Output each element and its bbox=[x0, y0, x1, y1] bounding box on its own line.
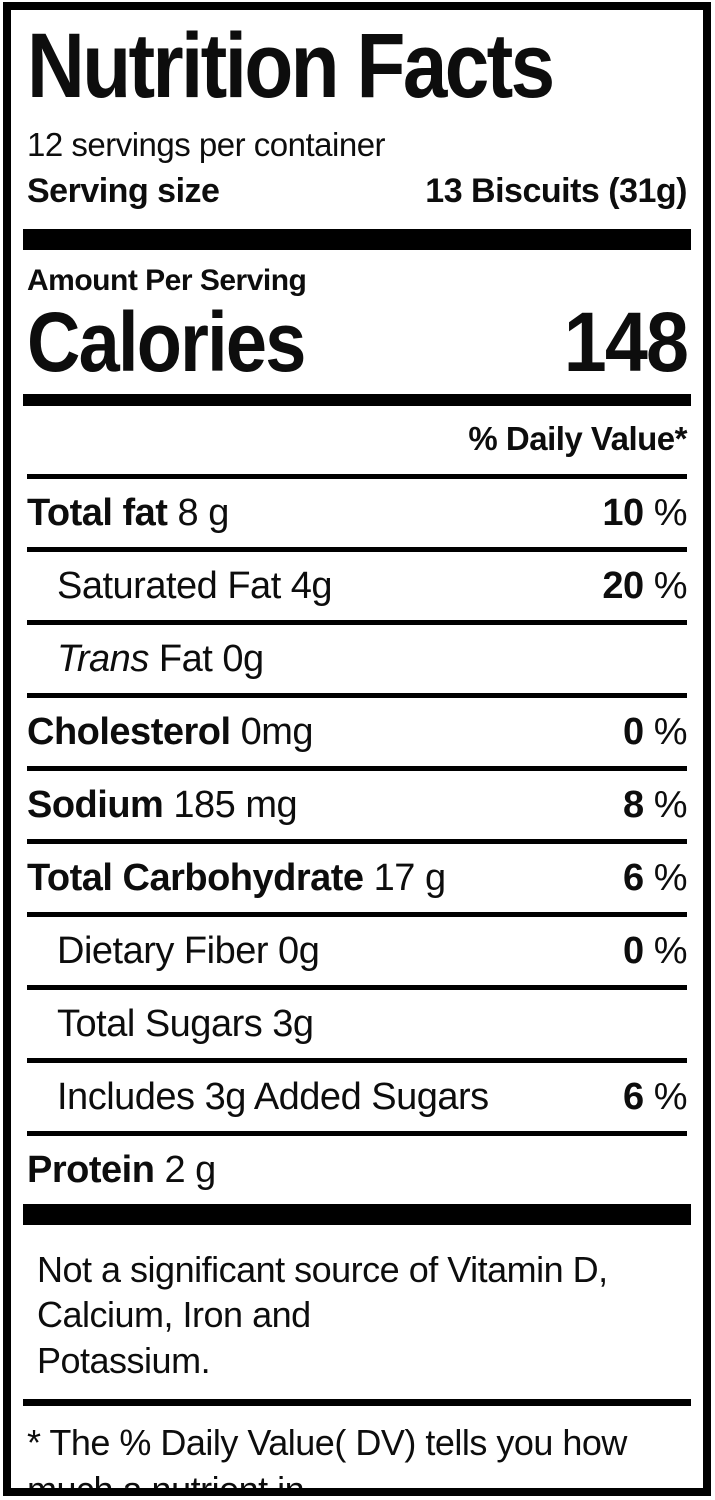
nutrient-name: Sodium 185 mg bbox=[27, 783, 298, 827]
row-dietary-fiber: Dietary Fiber 0g 0 % bbox=[27, 917, 688, 990]
daily-value: 10 % bbox=[602, 492, 687, 535]
daily-value-number: 8 bbox=[623, 783, 644, 826]
serving-size-label: Serving size bbox=[27, 172, 220, 210]
daily-value-number: 0 bbox=[623, 929, 644, 972]
divider-thick-bottom bbox=[23, 1204, 691, 1225]
nutrient-name: Protein 2 g bbox=[27, 1149, 216, 1192]
divider-medium-calories bbox=[23, 394, 691, 406]
serving-size-row: Serving size 13 Biscuits (31g) bbox=[27, 172, 687, 211]
calories-row: Calories 148 bbox=[27, 295, 689, 389]
daily-value-number: 20 bbox=[602, 564, 644, 607]
nutrient-amount: 0mg bbox=[230, 710, 314, 753]
nutrient-rows: Total fat 8 g 10 % Saturated Fat 4g 20 %… bbox=[27, 479, 688, 1204]
amount-per-serving-label: Amount Per Serving bbox=[27, 264, 307, 297]
row-protein: Protein 2 g bbox=[27, 1136, 687, 1204]
daily-value: 6 % bbox=[623, 1075, 688, 1119]
insignificant-nutrients-note: Not a significant source of Vitamin D, C… bbox=[27, 1247, 687, 1383]
serving-size-value: 13 Biscuits (31g) bbox=[425, 172, 687, 210]
nutrient-name: Saturated Fat 4g bbox=[27, 564, 333, 608]
daily-value-number: 6 bbox=[623, 1075, 644, 1118]
nutrient-name-bold: Sodium bbox=[27, 783, 164, 826]
divider-footnote bbox=[23, 1399, 691, 1407]
nutrient-amount: Fat 0g bbox=[148, 637, 264, 680]
calories-label: Calories bbox=[27, 295, 306, 389]
percent-sign: % bbox=[643, 856, 688, 899]
daily-value: 6 % bbox=[623, 856, 688, 900]
daily-value-number: 0 bbox=[623, 710, 644, 753]
nutrient-name-bold: Cholesterol bbox=[27, 710, 231, 753]
calories-value: 148 bbox=[563, 295, 689, 389]
daily-value-footnote: * The % Daily Value( DV) tells you how m… bbox=[27, 1420, 687, 1496]
daily-value-number: 6 bbox=[623, 856, 644, 899]
nutrient-amount: 2 g bbox=[154, 1148, 216, 1191]
nutrient-amount: 185 mg bbox=[163, 783, 298, 826]
note-line: Potassium. bbox=[37, 1339, 211, 1381]
nutrient-name-bold: Protein bbox=[27, 1148, 155, 1191]
row-total-sugars: Total Sugars 3g bbox=[27, 990, 687, 1063]
percent-sign: % bbox=[643, 783, 688, 826]
percent-sign: % bbox=[643, 1075, 688, 1118]
daily-value: 0 % bbox=[623, 929, 688, 973]
row-cholesterol: Cholesterol 0mg 0 % bbox=[27, 698, 688, 771]
nutrient-name: Total Carbohydrate 17 g bbox=[27, 857, 446, 900]
nutrient-name: Trans Fat 0g bbox=[27, 638, 264, 681]
percent-sign: % bbox=[643, 929, 688, 972]
daily-value-number: 10 bbox=[602, 491, 644, 534]
nutrient-name: Total fat 8 g bbox=[27, 492, 229, 535]
row-trans-fat: Trans Fat 0g bbox=[27, 625, 687, 698]
label-title: Nutrition Facts bbox=[27, 15, 555, 117]
divider-thick-top bbox=[23, 229, 691, 250]
percent-sign: % bbox=[643, 710, 688, 753]
daily-value: 8 % bbox=[623, 783, 688, 827]
nutrient-amount: Dietary Fiber 0g bbox=[57, 929, 320, 972]
nutrient-amount: 17 g bbox=[363, 856, 446, 899]
nutrient-name-bold: Total Carbohydrate bbox=[27, 856, 364, 899]
nutrient-amount: Saturated Fat 4g bbox=[57, 564, 333, 607]
row-saturated-fat: Saturated Fat 4g 20 % bbox=[27, 552, 688, 625]
daily-value: 20 % bbox=[602, 565, 687, 608]
row-total-fat: Total fat 8 g 10 % bbox=[27, 479, 688, 552]
nutrient-name-bold: Total fat bbox=[27, 491, 168, 534]
nutrition-facts-label: Nutrition Facts 12 servings per containe… bbox=[3, 2, 711, 1496]
note-line: Not a significant source of Vitamin D, C… bbox=[37, 1249, 608, 1336]
nutrient-amount: Includes 3g Added Sugars bbox=[57, 1075, 489, 1118]
percent-sign: % bbox=[643, 491, 688, 534]
daily-value-header: % Daily Value* bbox=[27, 406, 688, 479]
percent-sign: % bbox=[643, 564, 688, 607]
nutrient-name: Total Sugars 3g bbox=[27, 1003, 314, 1046]
nutrient-name: Cholesterol 0mg bbox=[27, 710, 314, 754]
nutrient-name: Dietary Fiber 0g bbox=[27, 929, 320, 973]
row-total-carbohydrate: Total Carbohydrate 17 g 6 % bbox=[27, 844, 688, 917]
nutrient-name: Includes 3g Added Sugars bbox=[27, 1076, 489, 1119]
daily-value: 0 % bbox=[623, 710, 688, 754]
row-added-sugars: Includes 3g Added Sugars 6 % bbox=[27, 1063, 688, 1136]
nutrient-amount: 8 g bbox=[167, 491, 230, 534]
footnote-line: * The % Daily Value( DV) tells you how m… bbox=[27, 1422, 627, 1496]
servings-per-container: 12 servings per container bbox=[27, 126, 386, 163]
nutrient-amount: Total Sugars 3g bbox=[57, 1002, 314, 1045]
nutrient-name-italic: Trans bbox=[57, 637, 149, 680]
row-sodium: Sodium 185 mg 8 % bbox=[27, 771, 688, 844]
